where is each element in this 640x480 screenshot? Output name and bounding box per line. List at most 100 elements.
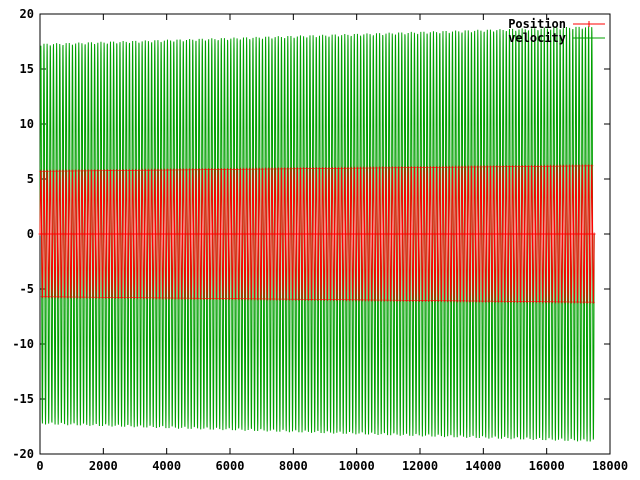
position-marker	[490, 299, 494, 303]
position-marker	[75, 295, 79, 299]
position-marker	[506, 299, 510, 303]
position-marker	[230, 297, 234, 301]
position-marker	[435, 165, 439, 169]
position-marker	[492, 165, 496, 169]
position-marker	[123, 296, 127, 300]
position-marker	[232, 167, 236, 171]
x-tick-label: 4000	[152, 459, 181, 473]
position-marker	[311, 167, 315, 171]
position-marker	[566, 300, 570, 304]
position-marker	[291, 297, 295, 301]
position-marker	[450, 165, 454, 169]
position-marker	[580, 164, 584, 168]
position-marker	[158, 296, 162, 300]
position-marker	[310, 297, 314, 301]
position-marker	[425, 165, 429, 169]
position-marker	[53, 295, 57, 299]
position-marker	[240, 297, 244, 301]
position-marker	[202, 296, 206, 300]
position-marker	[77, 169, 81, 173]
position-marker	[401, 298, 405, 302]
position-marker	[336, 166, 340, 170]
position-marker	[86, 169, 90, 173]
position-marker	[449, 299, 453, 303]
position-marker	[253, 297, 257, 301]
position-marker	[234, 297, 238, 301]
position-marker	[221, 297, 225, 301]
position-marker	[439, 299, 443, 303]
position-marker	[359, 166, 363, 170]
position-marker	[286, 167, 290, 171]
position-marker	[579, 300, 583, 304]
position-marker	[547, 300, 551, 304]
position-marker	[501, 165, 505, 169]
position-marker	[563, 300, 567, 304]
position-marker	[66, 295, 70, 299]
position-marker	[360, 298, 364, 302]
position-marker	[458, 299, 462, 303]
position-marker	[39, 169, 43, 173]
position-marker	[61, 169, 65, 173]
position-marker	[257, 167, 261, 171]
position-marker	[83, 169, 87, 173]
position-marker	[156, 168, 160, 172]
position-marker	[371, 166, 375, 170]
position-marker	[329, 298, 333, 302]
position-marker	[313, 297, 317, 301]
position-marker	[237, 297, 241, 301]
position-marker	[101, 295, 105, 299]
position-marker	[72, 295, 76, 299]
position-marker	[422, 165, 426, 169]
position-marker	[264, 167, 268, 171]
position-marker	[200, 168, 204, 172]
position-marker	[104, 295, 108, 299]
position-marker	[289, 167, 293, 171]
position-marker	[403, 166, 407, 170]
position-marker	[229, 167, 233, 171]
position-marker	[129, 296, 133, 300]
position-marker	[272, 297, 276, 301]
position-marker	[120, 296, 124, 300]
position-marker	[107, 295, 111, 299]
y-tick-label: -15	[12, 392, 34, 406]
position-marker	[487, 299, 491, 303]
position-marker	[319, 297, 323, 301]
position-marker	[148, 296, 152, 300]
position-marker	[447, 165, 451, 169]
position-marker	[55, 169, 59, 173]
position-marker	[398, 298, 402, 302]
position-marker	[82, 295, 86, 299]
position-marker	[384, 166, 388, 170]
position-marker	[89, 169, 93, 173]
position-marker	[97, 295, 101, 299]
position-marker	[436, 299, 440, 303]
position-marker	[572, 300, 576, 304]
position-marker	[485, 165, 489, 169]
position-marker	[324, 166, 328, 170]
position-marker	[105, 169, 109, 173]
position-marker	[142, 296, 146, 300]
position-marker	[400, 166, 404, 170]
position-marker	[183, 296, 187, 300]
position-marker	[544, 300, 548, 304]
position-marker	[173, 296, 177, 300]
position-marker	[446, 299, 450, 303]
position-marker	[455, 299, 459, 303]
position-marker	[558, 164, 562, 168]
position-markers	[38, 164, 596, 304]
position-marker	[564, 164, 568, 168]
position-marker	[569, 300, 573, 304]
legend-marker	[586, 21, 592, 27]
legend-label: velocity	[508, 31, 566, 45]
position-marker	[297, 297, 301, 301]
position-marker	[165, 168, 169, 172]
position-marker	[552, 164, 556, 168]
position-marker	[238, 167, 242, 171]
position-marker	[531, 300, 535, 304]
position-marker	[249, 297, 253, 301]
position-marker	[194, 168, 198, 172]
position-marker	[42, 169, 46, 173]
position-marker	[308, 167, 312, 171]
